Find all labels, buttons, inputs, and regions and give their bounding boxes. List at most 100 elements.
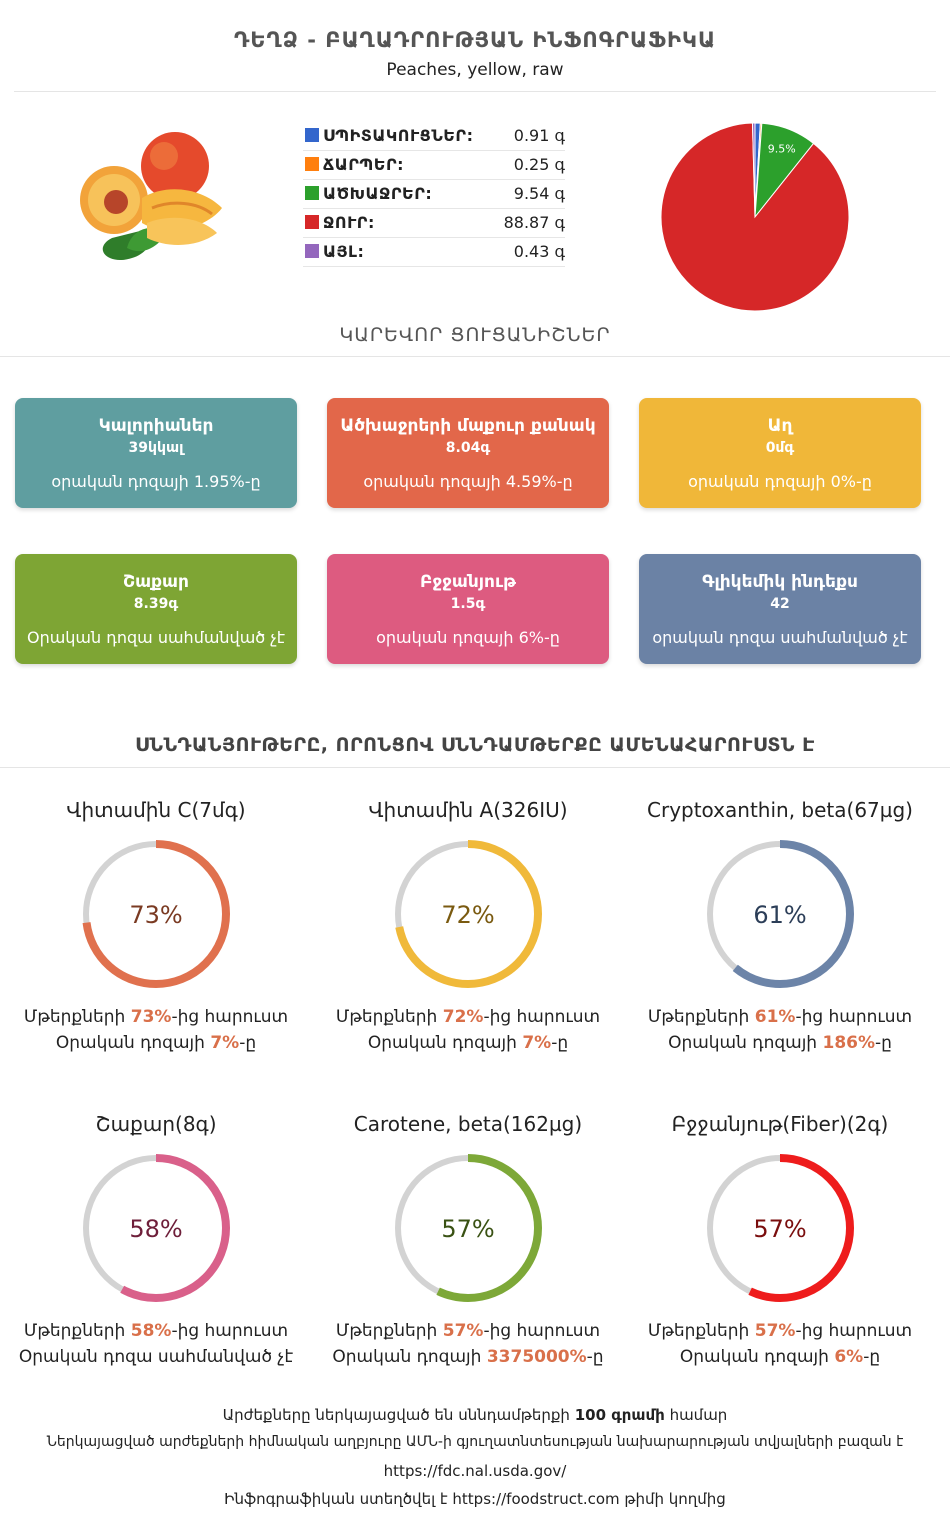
daily-suffix: -ը [863, 1347, 881, 1367]
card-value: 0մգ [765, 440, 795, 456]
nutrient-carotene: Carotene, beta(162µg) 57% Մթերքների 57%-ից… [312, 1112, 624, 1370]
ring-percent: 73% [129, 901, 182, 929]
richer-than-line: Մթերքների 58%-ից հարուստ [0, 1318, 312, 1344]
daily-prefix: Օրական դոզայի [55, 1033, 211, 1053]
footer-text: Արժեքները ներկայացված են սննդամթերքի [222, 1406, 575, 1424]
daily-value: 7% [522, 1033, 552, 1053]
key-divider [0, 356, 950, 357]
card-title: Ածխաջրերի մաքուր քանակ [340, 416, 596, 436]
card-value: 42 [770, 596, 790, 612]
footer-credit[interactable]: Ինֆոգրաֆիկան ստեղծվել է https://foodstru… [224, 1490, 726, 1508]
carbs-swatch [305, 186, 319, 200]
composition-table: ՍՊԻՏԱԿՈՒՑՆԵՐ: 0.91 գ ՃԱՐՊԵՐ: 0.25 գ ԱԾԽԱ… [303, 122, 565, 267]
sugar-card: Շաքար 8.39գ Օրական դոզա սահմանված չէ [15, 554, 297, 664]
page-title: ԴԵՂՁ - ԲԱՂԱԴՐՈՒԹՅԱՆ ԻՆՖՈԳՐԱՖԻԿԱ [233, 28, 717, 52]
percent-ring: 58% [82, 1154, 230, 1302]
composition-value: 0.91 գ [513, 126, 565, 145]
ring-percent: 58% [129, 1215, 182, 1243]
fat-swatch [305, 157, 319, 171]
daily-prefix: Օրական դոզա սահմանված չէ [18, 1347, 294, 1367]
card-value: 1.5գ [450, 596, 486, 612]
rich-nutrients-title: ՍՆՆԴԱՆՅՈՒԹԵՐԸ, ՈՐՈՆՑՈՎ ՍՆՆԴԱՄԹԵՐՔԸ ԱՄԵՆԱ… [135, 734, 815, 756]
card-title: Աղ [767, 416, 793, 436]
richer-suffix: -ից հարուստ [483, 1321, 601, 1341]
richer-value: 57% [442, 1321, 484, 1341]
daily-line: Օրական դոզա սահմանված չէ [0, 1344, 312, 1370]
daily-line: Օրական դոզայի 7%-ը [0, 1030, 312, 1056]
card-title: Բջջանյութ [420, 572, 516, 592]
card-daily: օրական դոզա սահմանված չէ [652, 628, 908, 647]
ring-percent: 72% [441, 901, 494, 929]
percent-ring: 73% [82, 840, 230, 988]
food-name: Peaches, yellow, raw [386, 60, 564, 80]
water-swatch [305, 215, 319, 229]
nutrient-title: Բջջանյութ(Fiber)(2գ) [671, 1112, 889, 1136]
richer-than-line: Մթերքների 57%-ից հարուստ [312, 1318, 624, 1344]
card-title: Գլիկեմիկ ինդեքս [702, 572, 858, 592]
card-daily: օրական դոզայի 0%-ը [688, 472, 872, 491]
footer-text: համար [664, 1406, 728, 1424]
percent-ring: 61% [706, 840, 854, 988]
daily-line: Օրական դոզայի 186%-ը [624, 1030, 936, 1056]
daily-value: 7% [210, 1033, 240, 1053]
percent-ring: 72% [394, 840, 542, 988]
richer-suffix: -ից հարուստ [795, 1321, 913, 1341]
header-divider [14, 91, 936, 92]
salt-card: Աղ 0մգ օրական դոզայի 0%-ը [639, 398, 921, 508]
daily-suffix: -ը [586, 1347, 604, 1367]
footer-source: Ներկայացված արժեքների հիմնական աղբյուրը … [46, 1434, 904, 1450]
composition-label: ԱՅԼ: [323, 242, 365, 261]
nutrient-title: Carotene, beta(162µg) [353, 1112, 583, 1136]
richer-than-line: Մթերքների 57%-ից հարուստ [624, 1318, 936, 1344]
richer-suffix: -ից հարուստ [795, 1007, 913, 1027]
daily-value: 3375000% [486, 1347, 587, 1367]
richer-prefix: Մթերքների [647, 1007, 755, 1027]
other-slice [751, 122, 756, 218]
footer-usda-link[interactable]: https://fdc.nal.usda.gov/ [383, 1462, 567, 1480]
richer-value: 61% [754, 1007, 796, 1027]
other-swatch [305, 244, 319, 258]
ring-percent: 61% [753, 901, 806, 929]
richer-than-line: Մթերքների 61%-ից հարուստ [624, 1004, 936, 1030]
richer-value: 58% [130, 1321, 172, 1341]
net-carbs-card: Ածխաջրերի մաքուր քանակ 8.04գ օրական դոզա… [327, 398, 609, 508]
nutrient-fiber: Բջջանյութ(Fiber)(2գ) 57% Մթերքների 57%-ից … [624, 1112, 936, 1370]
nutrient-title: Շաքար(8գ) [95, 1112, 217, 1136]
ring-progress [394, 840, 542, 988]
richer-prefix: Մթերքների [23, 1007, 131, 1027]
daily-prefix: Օրական դոզայի [679, 1347, 835, 1367]
card-daily: օրական դոզայի 6%-ը [376, 628, 560, 647]
daily-line: Օրական դոզայի 3375000%-ը [312, 1344, 624, 1370]
composition-label: ՋՈՒՐ: [323, 213, 375, 232]
ring-percent: 57% [441, 1215, 494, 1243]
slice-label: 9.5% [768, 143, 796, 156]
key-indicators-title: ԿԱՐԵՎՈՐ ՑՈՒՑԱՆԻՇՆԵՐ [339, 324, 611, 346]
ring-progress [706, 1154, 854, 1302]
daily-suffix: -ը [239, 1033, 257, 1053]
richer-prefix: Մթերքների [23, 1321, 131, 1341]
card-value: 39կկալ [128, 440, 184, 456]
nutrient-cryptoxanthin: Cryptoxanthin, beta(67µg) 61% Մթերքների 61… [624, 798, 936, 1056]
nutrient-vitamin-a: Վիտամին A(326IU) 72% Մթերքների 72%-ից հարո… [312, 798, 624, 1056]
footer-bold: 100 գրամի [574, 1406, 665, 1424]
protein-swatch [305, 128, 319, 142]
daily-value: 186% [822, 1033, 876, 1053]
ring-percent: 57% [753, 1215, 806, 1243]
ring-progress [706, 840, 854, 988]
daily-suffix: -ը [551, 1033, 569, 1053]
peach-image [80, 132, 222, 260]
composition-row-water: ՋՈՒՐ: 88.87 գ [303, 209, 565, 238]
composition-label: ՃԱՐՊԵՐ: [323, 155, 405, 174]
richer-than-line: Մթերքների 72%-ից հարուստ [312, 1004, 624, 1030]
calories-card: Կալորիաներ 39կկալ օրական դոզայի 1.95%-ը [15, 398, 297, 508]
composition-label: ՍՊԻՏԱԿՈՒՑՆԵՐ: [323, 126, 474, 145]
composition-row-carbs: ԱԾԽԱՋՐԵՐ: 9.54 գ [303, 180, 565, 209]
card-daily: օրական դոզայի 4.59%-ը [363, 472, 573, 491]
card-value: 8.39գ [133, 596, 179, 612]
percent-ring: 57% [706, 1154, 854, 1302]
daily-prefix: Օրական դոզայի [367, 1033, 523, 1053]
composition-value: 88.87 գ [503, 213, 565, 232]
composition-row-protein: ՍՊԻՏԱԿՈՒՑՆԵՐ: 0.91 գ [303, 122, 565, 151]
richer-than-line: Մթերքների 73%-ից հարուստ [0, 1004, 312, 1030]
composition-value: 9.54 գ [513, 184, 565, 203]
